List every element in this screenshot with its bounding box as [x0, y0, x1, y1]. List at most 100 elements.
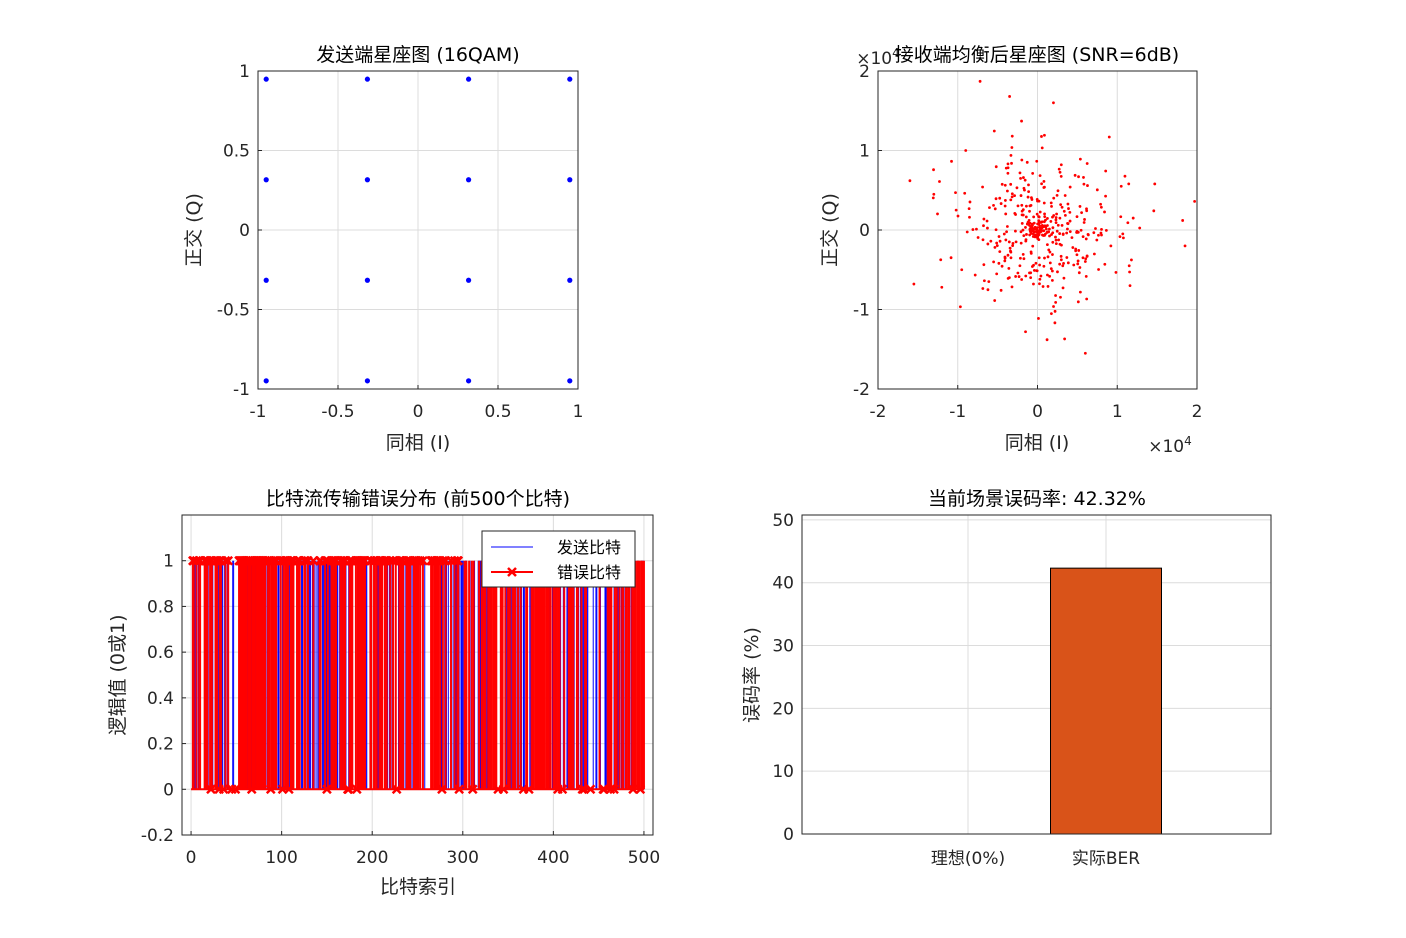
rx-point	[1038, 263, 1042, 267]
rx-point	[1123, 174, 1127, 178]
rx-point	[938, 180, 941, 183]
rx-point	[1121, 232, 1125, 236]
rx-point	[1126, 221, 1130, 225]
rx-point	[1152, 209, 1156, 213]
rx-point	[1051, 226, 1055, 230]
rx-point	[1050, 269, 1054, 273]
rx-point	[1103, 210, 1106, 214]
rx-point	[1032, 269, 1036, 272]
rx-point	[1042, 201, 1046, 205]
rx-point	[1031, 223, 1034, 227]
rx-x-exponent-base: ×10	[1148, 437, 1184, 457]
rx-point	[1084, 257, 1088, 261]
rx-point	[1046, 273, 1049, 277]
rx-point	[1029, 203, 1033, 207]
rx-point	[1103, 262, 1107, 266]
rx-point	[1040, 220, 1044, 224]
rx-point	[939, 258, 943, 262]
bits-legend: 发送比特 错误比特	[481, 530, 636, 588]
rx-point	[1013, 194, 1016, 198]
rx-y-exponent: ×104	[856, 46, 900, 69]
rx-point	[936, 212, 939, 216]
rx-point	[1077, 249, 1081, 252]
rx-point	[988, 206, 991, 210]
rx-point	[1037, 215, 1041, 219]
bit-error-panel: 0 100 200 300 400 500 -0.2 0 0.2 0.4 0.6 0.8 1 比特流传…	[107, 488, 660, 898]
rx-point	[1032, 282, 1035, 286]
rx-point	[1037, 317, 1040, 320]
rx-point	[1035, 212, 1039, 216]
x-tick-label: -1	[949, 402, 966, 422]
rx-point	[1071, 246, 1075, 249]
rx-point	[1076, 300, 1080, 304]
rx-point	[1061, 286, 1065, 290]
rx-point	[1031, 228, 1035, 232]
rx-point	[1038, 228, 1042, 232]
y-tick-label: 0	[163, 780, 174, 800]
rx-point	[1127, 182, 1131, 186]
rx-point	[967, 207, 971, 210]
rx-point	[1046, 285, 1050, 288]
rx-point	[1092, 252, 1096, 256]
rx-point	[1094, 227, 1097, 230]
rx-point	[1009, 198, 1013, 202]
y-tick-label: 10	[772, 762, 794, 782]
tx-grid	[257, 70, 579, 390]
rx-point	[1028, 223, 1031, 227]
rx-y-exponent-base: ×10	[856, 49, 892, 69]
rx-point	[1010, 146, 1014, 149]
tx-point	[263, 177, 269, 183]
rx-point	[1078, 290, 1082, 294]
rx-point	[986, 226, 989, 230]
rx-point	[1058, 170, 1062, 174]
rx-point	[986, 288, 990, 292]
tx-axes-box	[257, 70, 579, 390]
rx-point	[964, 149, 968, 152]
rx-point	[1047, 230, 1051, 234]
rx-point	[1024, 239, 1028, 243]
rx-point	[1062, 261, 1065, 265]
y-tick-label: 30	[772, 637, 794, 657]
rx-point	[1039, 274, 1043, 278]
rx-point	[1153, 182, 1157, 186]
rx-point	[1038, 282, 1041, 286]
rx-point	[998, 250, 1002, 254]
legend-err-marker	[507, 567, 517, 577]
rx-point	[1038, 277, 1042, 281]
rx-point	[1004, 238, 1008, 242]
rx-x-exponent-power: 4	[1184, 434, 1192, 448]
rx-point	[1042, 220, 1046, 224]
x-tick-label: -0.5	[321, 402, 354, 422]
rx-point	[1076, 259, 1080, 263]
rx-point	[1081, 256, 1085, 260]
rx-point	[1082, 221, 1086, 224]
tx-point	[364, 378, 371, 384]
rx-point	[1006, 162, 1010, 166]
y-tick-label: 0	[239, 221, 250, 241]
y-tick-label: 0	[859, 221, 870, 241]
bits-x-label: 比特索引	[380, 876, 456, 898]
rx-point	[1050, 278, 1054, 282]
rx-point	[1009, 154, 1013, 157]
rx-point	[1018, 264, 1022, 268]
rx-point	[1016, 204, 1020, 208]
rx-point	[1066, 202, 1070, 206]
tx-point	[465, 177, 472, 183]
rx-point	[1023, 178, 1027, 182]
rx-point	[1020, 278, 1024, 281]
rx-point	[932, 192, 936, 196]
rx-point	[1045, 338, 1049, 342]
rx-point	[1043, 133, 1046, 137]
rx-point	[1020, 213, 1024, 217]
rx-point	[1010, 134, 1014, 138]
rx-point	[1021, 228, 1025, 232]
rx-point	[1021, 253, 1025, 256]
rx-y-exponent-power: 4	[892, 46, 900, 60]
rx-point	[1083, 218, 1086, 221]
rx-point	[1027, 190, 1031, 194]
tx-y-tick-labels: -1 -0.5 0 0.5 1	[217, 62, 250, 400]
rx-point	[1011, 244, 1015, 248]
rx-point	[1068, 185, 1072, 189]
rx-point	[978, 79, 982, 83]
